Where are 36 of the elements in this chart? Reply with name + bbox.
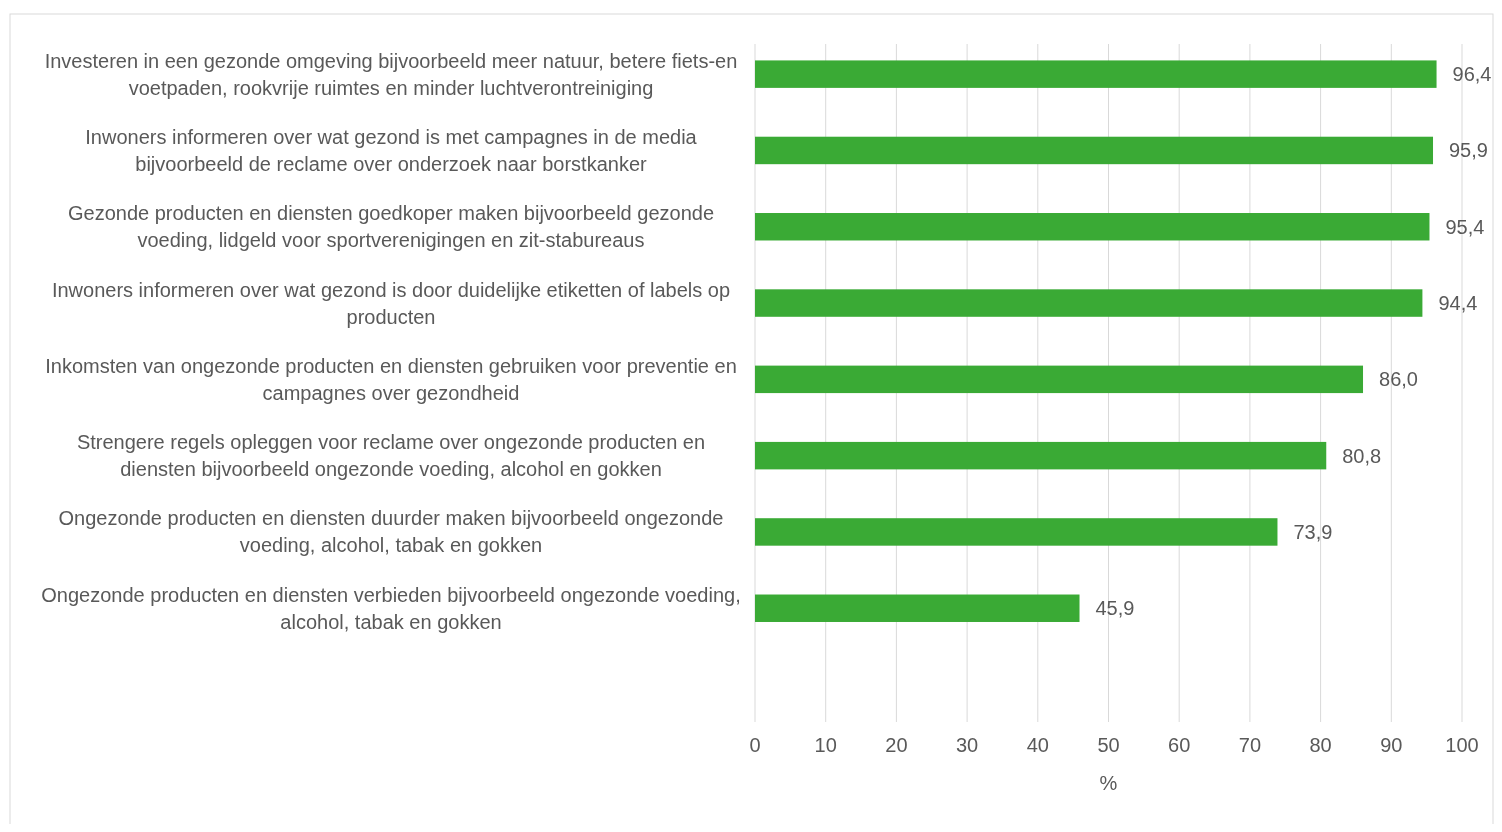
data-label: 80,8: [1342, 444, 1382, 467]
data-label: 86,0: [1379, 368, 1418, 391]
x-tick-label: 50: [1097, 734, 1120, 756]
y-tick-label: Strengere regels opleggen voor reclame over ongezonde producten en diensten bijvoorbeeld ongezonde voeding, alcohol en gokken: [76, 431, 706, 481]
y-tick-label: Inwoners informeren over wat gezond is met campagnes in de media bijvoorbeeld de reclame over onderzoek naar borstkanker: [85, 125, 698, 175]
data-label: 95,9: [1449, 139, 1488, 162]
y-tick-label: Ongezonde producten en diensten duurder maken bijvoorbeeld ongezonde voeding, alcohol, tabak en gokken: [58, 507, 724, 557]
bar: [755, 441, 1327, 470]
x-axis-title: %: [1099, 772, 1118, 794]
data-label: 95,4: [1445, 215, 1485, 238]
bar: [755, 136, 1434, 165]
bar: [755, 213, 1430, 241]
bar: [755, 60, 1437, 88]
bar: [755, 289, 1423, 317]
x-tick-label: 60: [1168, 734, 1191, 756]
x-tick-label: 70: [1238, 734, 1262, 756]
x-tick-label: 90: [1380, 734, 1403, 756]
x-tick-label: 40: [1026, 734, 1049, 756]
x-tick-label: 0: [749, 734, 761, 756]
y-tick-label: Gezonde producten en diensten goedkoper maken bijvoorbeeld gezonde voeding, lidgeld voor sportverenigingen en zit-stabureaus: [67, 202, 715, 252]
data-label: 94,4: [1438, 292, 1478, 315]
y-tick-label: Investeren in een gezonde omgeving bijvoorbeeld meer natuur, betere fiets-en voetpaden, rookvrije ruimtes en minder luchtverontreiniging: [44, 49, 738, 99]
y-tick-label: Inwoners informeren over wat gezond is door duidelijke etiketten of labels op producten: [51, 278, 731, 328]
x-tick-label: 80: [1309, 734, 1332, 756]
y-tick-label: Inkomsten van ongezonde producten en diensten gebruiken voor preventie en campagnes over gezondheid: [45, 354, 737, 404]
bar: [755, 594, 1080, 622]
data-label: 96,4: [1452, 63, 1492, 86]
y-tick-label: Ongezonde producten en diensten verbieden bijvoorbeeld ongezonde voeding, alcohol, tabak en gokken: [41, 583, 741, 633]
data-label: 45,9: [1095, 597, 1135, 620]
bar: [755, 365, 1364, 394]
x-tick-label: 30: [955, 734, 979, 756]
x-tick-label: 10: [814, 734, 837, 756]
x-tick-label: 100: [1445, 734, 1479, 756]
bar: [755, 518, 1278, 546]
x-tick-label: 20: [885, 734, 908, 756]
data-label: 73,9: [1293, 520, 1333, 543]
